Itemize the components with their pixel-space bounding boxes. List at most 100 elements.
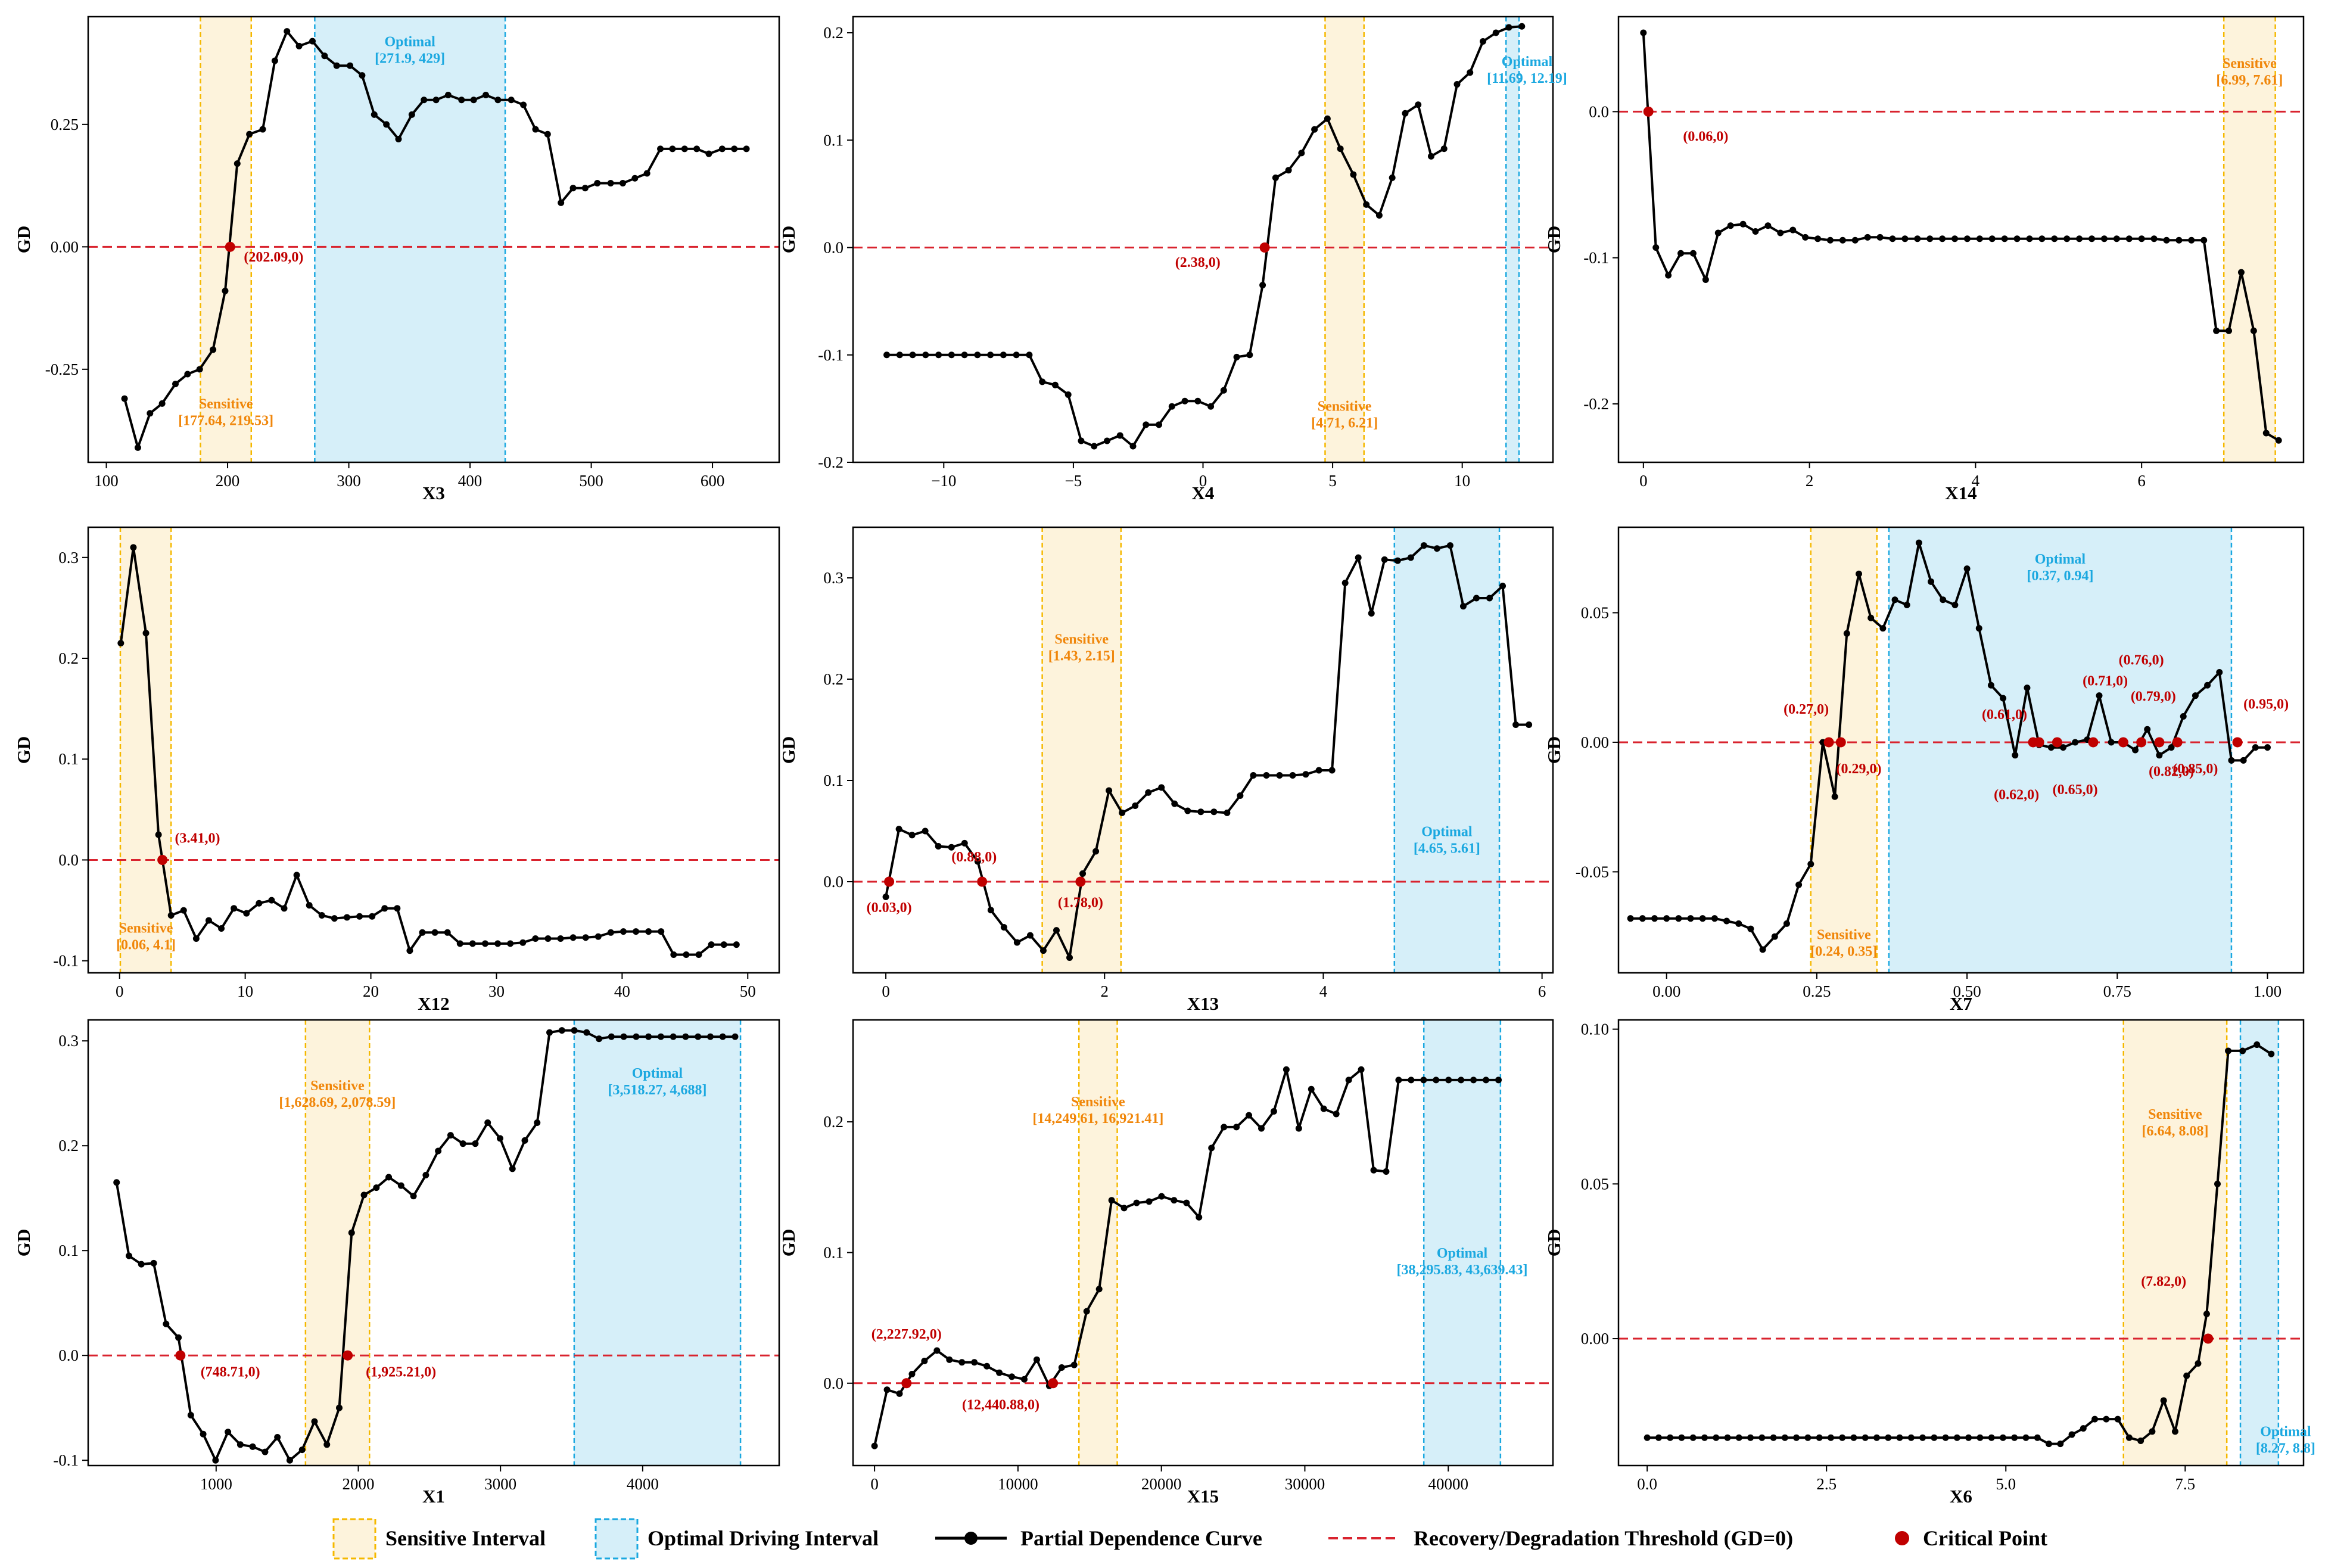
curve-point xyxy=(558,1027,565,1034)
critical-point xyxy=(977,876,988,887)
x-axis-label: X1 xyxy=(422,1486,445,1507)
curve-point xyxy=(196,366,203,373)
curve-point xyxy=(1856,570,1863,577)
critical-point-label: (7.82,0) xyxy=(2141,1274,2186,1290)
sensitive-interval-range: [0.24, 0.35] xyxy=(1810,944,1877,959)
sensitive-interval-label: Sensitive xyxy=(1318,399,1372,414)
critical-point-label: (0.95,0) xyxy=(2243,696,2289,712)
curve-point xyxy=(2125,235,2133,242)
legend-label-threshold: Recovery/Degradation Threshold (GD=0) xyxy=(1414,1526,1793,1550)
curve-point xyxy=(1518,23,1526,30)
curve-point xyxy=(1473,595,1480,602)
curve-point xyxy=(1000,351,1007,359)
curve-point xyxy=(1486,595,1493,602)
curve-point xyxy=(961,351,968,359)
curve-point xyxy=(225,1429,232,1436)
curve-point xyxy=(1639,915,1646,922)
curve-point xyxy=(1272,174,1279,181)
x-axis-label: X13 xyxy=(1187,993,1219,1014)
legend-item-optimal: Optimal Driving Interval xyxy=(594,1518,879,1560)
curve-point xyxy=(1197,808,1204,816)
curve-point xyxy=(2253,1041,2261,1049)
curve-point xyxy=(1368,610,1375,617)
curve-point xyxy=(331,915,338,922)
curve-point xyxy=(544,130,551,138)
curve-point xyxy=(2125,1434,2133,1441)
curve-point xyxy=(167,912,175,919)
y-tick-label: 0.0 xyxy=(58,851,79,869)
curve-point xyxy=(1727,222,1734,229)
critical-point xyxy=(1823,737,1834,748)
curve-point xyxy=(1298,150,1305,157)
curve-point xyxy=(1445,1077,1452,1084)
y-axis-label: GD xyxy=(1543,226,1564,254)
curve-point xyxy=(1951,235,1959,242)
curve-point xyxy=(1467,69,1474,76)
legend-item-sensitive: Sensitive Interval xyxy=(332,1518,546,1560)
critical-point-label: (0.65,0) xyxy=(2053,782,2098,798)
curve-point xyxy=(1724,1434,1731,1441)
x-tick-label: 10 xyxy=(1454,472,1470,490)
critical-point-label: (2,227.92,0) xyxy=(871,1327,942,1342)
curve-point xyxy=(532,126,539,133)
curve-point xyxy=(381,905,388,912)
curve-point xyxy=(1459,603,1467,610)
curve-point xyxy=(309,38,316,45)
curve-point xyxy=(683,951,690,959)
plot-frame xyxy=(852,1019,1554,1467)
curve-point xyxy=(1333,1110,1340,1118)
curve-point xyxy=(369,913,376,920)
optimal-interval-range: [38,295.83, 43,639.43] xyxy=(1397,1262,1528,1278)
curve-point xyxy=(670,1033,677,1040)
curve-point xyxy=(2096,692,2103,699)
curve-point xyxy=(1146,1198,1153,1205)
curve-point xyxy=(546,1029,553,1036)
curve-point xyxy=(1341,580,1349,586)
plot-frame xyxy=(852,15,1554,463)
curve-point xyxy=(2076,235,2083,242)
curve-point xyxy=(1977,1434,1984,1441)
critical-point-label: (1.78,0) xyxy=(1058,895,1103,911)
curve-point xyxy=(519,939,527,946)
curve-point xyxy=(695,951,702,959)
curve-point xyxy=(1000,924,1007,931)
critical-point xyxy=(175,1350,186,1361)
optimal-interval-range: [4.65, 5.61] xyxy=(1414,841,1480,857)
curve-point xyxy=(1896,1434,1903,1441)
curve-point xyxy=(608,1033,615,1040)
curve-point xyxy=(1839,237,1846,244)
critical-point-label: (1,925.21,0) xyxy=(366,1364,436,1380)
curve-point xyxy=(1143,421,1150,428)
curve-point xyxy=(2144,726,2151,733)
curve-point xyxy=(987,351,994,359)
curve-point xyxy=(1814,235,1822,242)
curve-point xyxy=(1145,789,1152,796)
curve-point xyxy=(1375,211,1383,219)
critical-point xyxy=(1259,242,1270,253)
curve-point xyxy=(2188,237,2195,244)
curve-point xyxy=(682,1033,689,1040)
curve-point xyxy=(909,351,916,359)
curve-point xyxy=(268,897,275,904)
curve-point xyxy=(419,929,426,936)
y-tick-label: 0.1 xyxy=(58,1242,79,1259)
y-axis-label: GD xyxy=(1543,1229,1564,1257)
curve-point xyxy=(1771,933,1778,940)
y-tick-label: 0.0 xyxy=(823,239,843,257)
critical-point-label: (0.62,0) xyxy=(1994,788,2039,803)
x-tick-label: 6 xyxy=(1538,982,1546,1000)
curve-point xyxy=(472,1140,479,1147)
curve-point xyxy=(971,1359,978,1366)
curve-point xyxy=(2180,713,2187,720)
plot-frame xyxy=(87,1019,780,1467)
x-tick-label: 20 xyxy=(363,982,379,1000)
curve-point xyxy=(534,1119,541,1126)
critical-point-label: (748.71,0) xyxy=(201,1364,260,1380)
curve-point xyxy=(1702,276,1709,283)
curve-point xyxy=(1020,1376,1028,1383)
critical-point-label: (202.09,0) xyxy=(244,250,303,265)
x-tick-label: 30000 xyxy=(1285,1475,1325,1493)
curve-point xyxy=(1758,1434,1766,1441)
curve-point xyxy=(2138,235,2145,242)
curve-point xyxy=(1091,443,1098,450)
